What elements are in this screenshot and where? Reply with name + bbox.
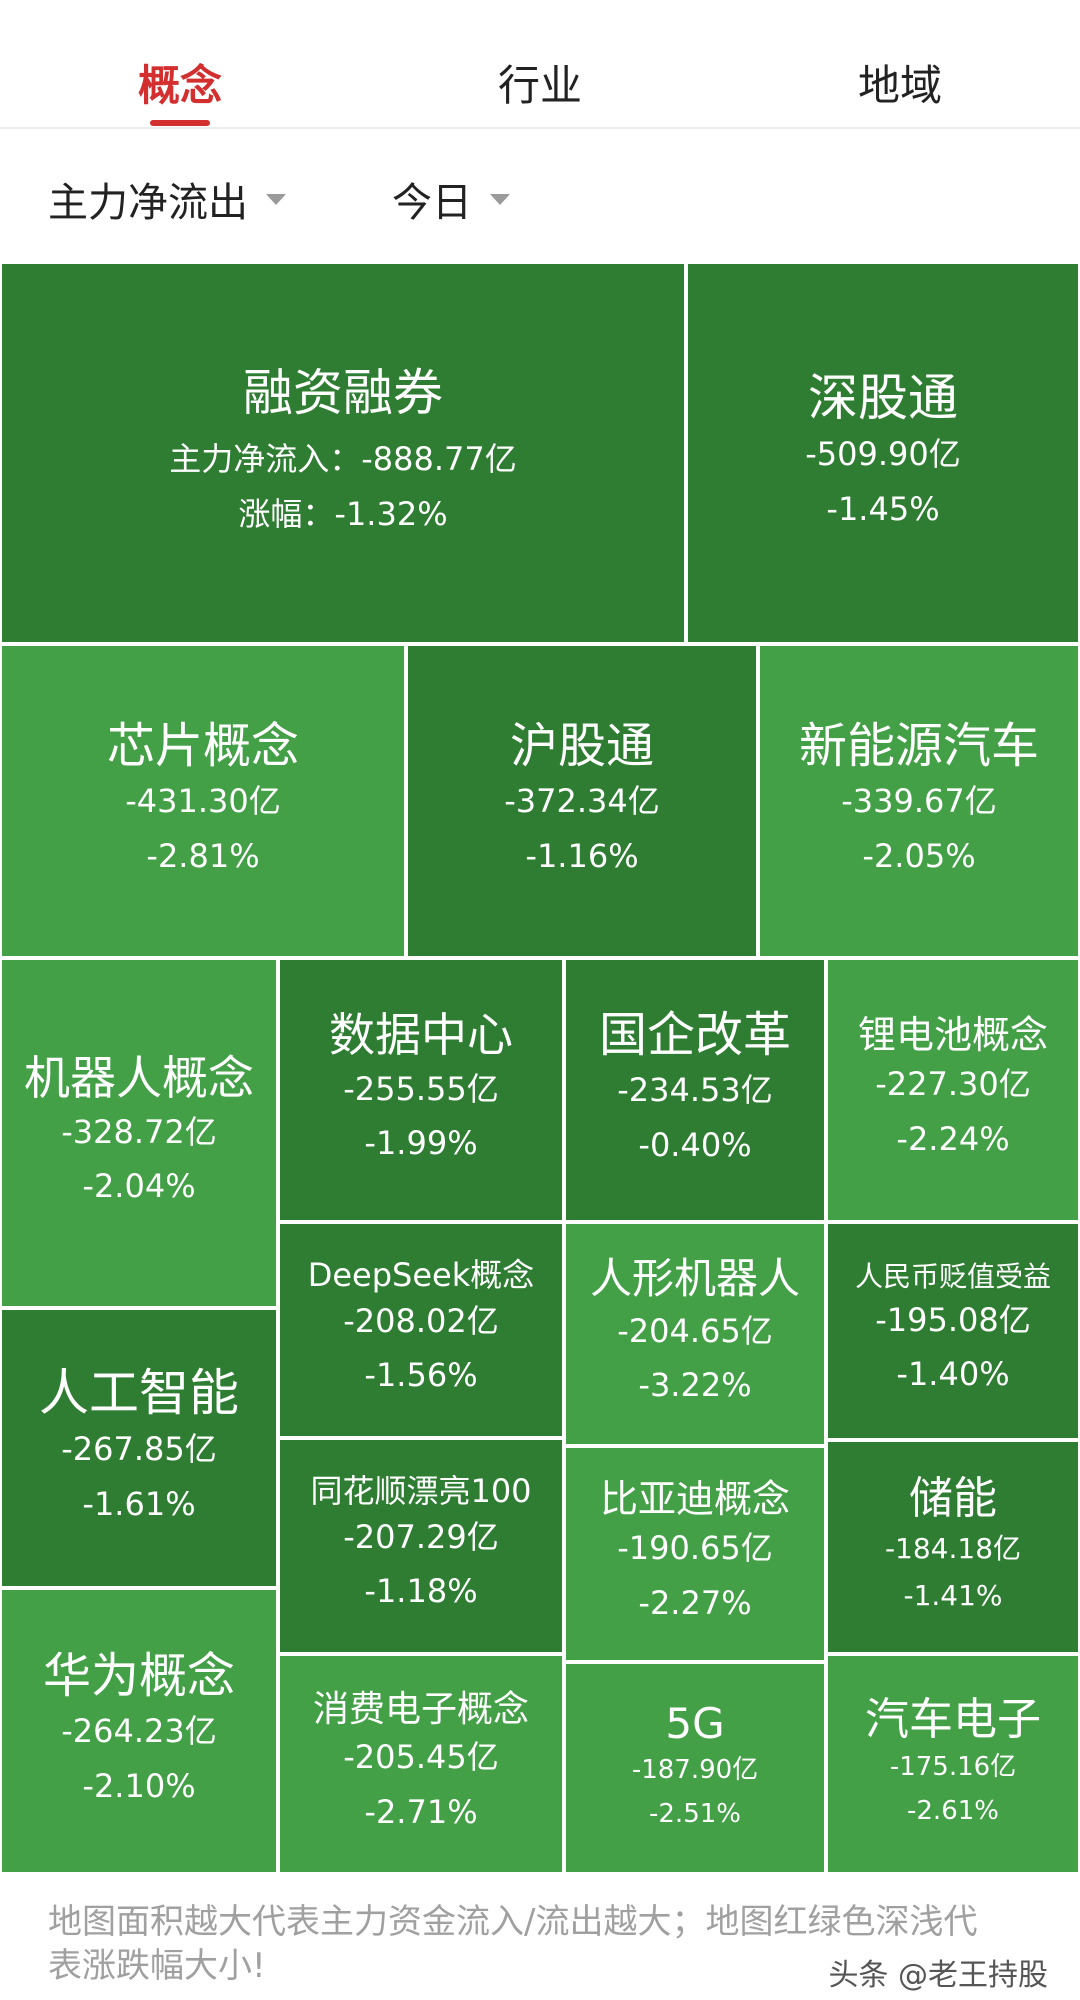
treemap-tile[interactable]: 5G -187.90亿 -2.51% xyxy=(564,1662,826,1874)
tile-change-pct: -1.16% xyxy=(525,836,639,875)
treemap-tile[interactable]: 国企改革 -234.53亿 -0.40% xyxy=(564,958,826,1222)
treemap-legend-note: 地图面积越大代表主力资金流入/流出越大；地图红绿色深浅代表涨跌幅大小! xyxy=(48,1902,978,1986)
treemap-tile[interactable]: 锂电池概念 -227.30亿 -2.24% xyxy=(826,958,1080,1222)
tile-name: 锂电池概念 xyxy=(857,1012,1048,1057)
treemap-tile[interactable]: 储能 -184.18亿 -1.41% xyxy=(826,1440,1080,1654)
treemap-tile[interactable]: 汽车电子 -175.16亿 -2.61% xyxy=(826,1654,1080,1874)
chevron-down-icon xyxy=(266,193,286,205)
treemap-tile[interactable]: 比亚迪概念 -190.65亿 -2.27% xyxy=(564,1446,826,1662)
tile-change-pct: -2.24% xyxy=(896,1119,1010,1158)
tile-net-flow: -175.16亿 xyxy=(889,1752,1017,1783)
tile-name: 消费电子概念 xyxy=(312,1688,529,1730)
treemap-tile[interactable]: 深股通 -509.90亿 -1.45% xyxy=(686,262,1080,644)
tile-net-flow: -339.67亿 xyxy=(841,782,997,821)
active-tab-indicator xyxy=(150,120,210,126)
tile-net-flow: -264.23亿 xyxy=(61,1712,217,1751)
tile-net-flow: -204.65亿 xyxy=(617,1311,773,1350)
tile-name: 储能 xyxy=(909,1473,997,1525)
tile-net-flow: -184.18亿 xyxy=(884,1531,1022,1565)
period-dropdown-label: 今日 xyxy=(392,180,472,226)
tile-change-pct: -2.27% xyxy=(638,1583,752,1622)
treemap-tile[interactable]: 沪股通 -372.34亿 -1.16% xyxy=(406,644,758,958)
tile-change-pct: -2.04% xyxy=(82,1167,196,1206)
tile-net-flow: -234.53亿 xyxy=(617,1071,773,1110)
treemap-tile[interactable]: 华为概念 -264.23亿 -2.10% xyxy=(0,1588,278,1874)
tile-net-flow: -227.30亿 xyxy=(875,1065,1031,1104)
tile-net-flow: 主力净流入：-888.77亿 xyxy=(169,440,517,479)
metric-dropdown-label: 主力净流出 xyxy=(48,180,248,226)
tile-name: 深股通 xyxy=(808,368,958,427)
treemap-tile[interactable]: 消费电子概念 -205.45亿 -2.71% xyxy=(278,1654,564,1874)
treemap-tile[interactable]: 人工智能 -267.85亿 -1.61% xyxy=(0,1308,278,1588)
tile-name: 机器人概念 xyxy=(24,1051,254,1106)
tile-net-flow: -267.85亿 xyxy=(61,1430,217,1469)
chevron-down-icon xyxy=(490,193,510,205)
tile-change-pct: -3.22% xyxy=(638,1366,752,1405)
tile-change-pct: -1.61% xyxy=(82,1484,196,1523)
tile-name: 华为概念 xyxy=(42,1648,235,1705)
tile-change-pct: -1.40% xyxy=(896,1355,1010,1394)
tile-name: 国企改革 xyxy=(598,1007,791,1064)
tile-net-flow: -372.34亿 xyxy=(504,782,660,821)
period-dropdown[interactable]: 今日 xyxy=(392,170,510,228)
tile-change-pct: 涨幅：-1.32% xyxy=(238,494,448,533)
tile-name: 人民币贬值受益 xyxy=(854,1259,1051,1293)
tile-net-flow: -255.55亿 xyxy=(343,1070,499,1109)
tile-change-pct: -2.61% xyxy=(907,1796,999,1827)
treemap-tile[interactable]: 人形机器人 -204.65亿 -3.22% xyxy=(564,1222,826,1446)
tile-change-pct: -2.10% xyxy=(82,1766,196,1805)
tile-net-flow: -208.02亿 xyxy=(343,1302,499,1340)
tile-name: 新能源汽车 xyxy=(798,718,1039,775)
tile-net-flow: -328.72亿 xyxy=(61,1113,217,1152)
tile-name: 5G xyxy=(665,1698,725,1748)
watermark: 头条 @老王持股 xyxy=(828,1958,1048,1993)
tile-name: DeepSeek概念 xyxy=(307,1256,535,1295)
tile-name: 汽车电子 xyxy=(865,1693,1041,1745)
treemap-tile[interactable]: 新能源汽车 -339.67亿 -2.05% xyxy=(758,644,1080,958)
tile-name: 芯片概念 xyxy=(106,718,299,775)
tile-change-pct: -2.71% xyxy=(364,1792,478,1831)
tile-name: 同花顺漂亮100 xyxy=(310,1472,532,1511)
tile-net-flow: -207.29亿 xyxy=(343,1518,499,1556)
treemap-tile[interactable]: 数据中心 -255.55亿 -1.99% xyxy=(278,958,564,1222)
tile-name: 比亚迪概念 xyxy=(599,1476,790,1521)
tile-change-pct: -1.41% xyxy=(903,1579,1003,1613)
tile-name: 人工智能 xyxy=(39,1363,239,1422)
tile-change-pct: -1.45% xyxy=(826,489,940,528)
tile-net-flow: -190.65亿 xyxy=(617,1529,773,1568)
tile-name: 融资融券 xyxy=(243,363,443,422)
tab-industry[interactable]: 行业 xyxy=(497,61,582,110)
tile-change-pct: -0.40% xyxy=(638,1125,752,1164)
treemap-tile[interactable]: 人民币贬值受益 -195.08亿 -1.40% xyxy=(826,1222,1080,1440)
tile-net-flow: -509.90亿 xyxy=(805,435,961,474)
tile-change-pct: -2.51% xyxy=(649,1799,741,1830)
treemap-tile[interactable]: 机器人概念 -328.72亿 -2.04% xyxy=(0,958,278,1308)
tab-region[interactable]: 地域 xyxy=(857,61,942,110)
treemap-tile[interactable]: 芯片概念 -431.30亿 -2.81% xyxy=(0,644,406,958)
metric-dropdown[interactable]: 主力净流出 xyxy=(48,170,286,228)
tile-change-pct: -1.99% xyxy=(364,1124,478,1163)
tile-change-pct: -1.56% xyxy=(364,1356,478,1395)
tile-net-flow: -195.08亿 xyxy=(875,1300,1031,1339)
tile-net-flow: -187.90亿 xyxy=(631,1754,759,1785)
tab-bar: 概念 行业 地域 xyxy=(0,0,1080,129)
tile-change-pct: -2.05% xyxy=(862,836,976,875)
tile-name: 数据中心 xyxy=(329,1008,513,1063)
tile-net-flow: -431.30亿 xyxy=(125,782,281,821)
treemap-tile[interactable]: DeepSeek概念 -208.02亿 -1.56% xyxy=(278,1222,564,1438)
tab-concept[interactable]: 概念 xyxy=(137,61,222,110)
treemap-tile[interactable]: 融资融券主力净流入：-888.77亿 涨幅：-1.32% xyxy=(0,262,686,644)
concept-treemap: 融资融券主力净流入：-888.77亿 涨幅：-1.32% 深股通 -509.90亿 -1… xyxy=(0,262,1080,1874)
treemap-tile[interactable]: 同花顺漂亮100 -207.29亿 -1.18% xyxy=(278,1438,564,1654)
tile-name: 沪股通 xyxy=(509,718,654,775)
tile-net-flow: -205.45亿 xyxy=(343,1738,499,1777)
tile-change-pct: -2.81% xyxy=(146,836,260,875)
tile-change-pct: -1.18% xyxy=(364,1572,478,1611)
tile-name: 人形机器人 xyxy=(589,1254,800,1304)
